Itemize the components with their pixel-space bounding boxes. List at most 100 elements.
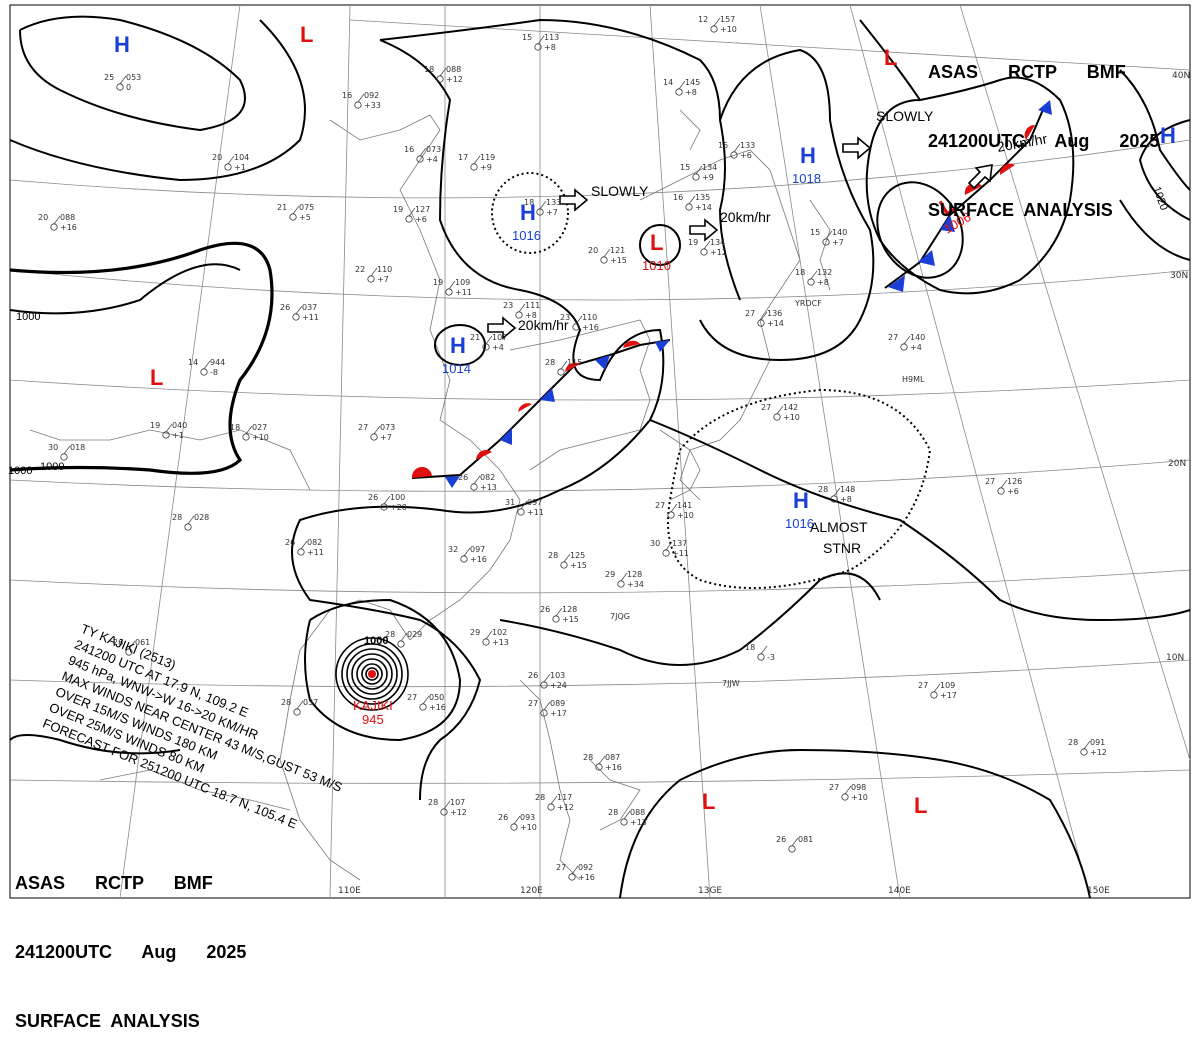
- station-pressure: 133: [546, 198, 561, 207]
- station-tendency: +34: [627, 580, 644, 589]
- station-temp: 15: [718, 141, 728, 150]
- station-ids: 7JQG 7JJW H9ML YRDCF: [610, 299, 925, 688]
- wind-barb-icon: [623, 810, 631, 820]
- wind-barb-icon: [443, 800, 451, 810]
- pressure-value: 1016: [512, 228, 541, 243]
- station-pressure: 110: [582, 313, 597, 322]
- station-temp: 27: [407, 693, 417, 702]
- station-plot: 14 145+8: [663, 78, 700, 97]
- wind-barb-icon: [903, 335, 911, 345]
- pressure-value: 1016: [785, 516, 814, 531]
- station-plot: 21 075+5: [277, 203, 314, 222]
- station-pressure: 109: [940, 681, 955, 690]
- station-pressure: 088: [630, 808, 645, 817]
- station-temp: 19: [433, 278, 443, 287]
- motion-label-h1016: SLOWLY: [591, 183, 649, 199]
- motion-arrow-l1010: [689, 218, 719, 242]
- station-pressure: 132: [817, 268, 832, 277]
- station-circle-icon: [667, 511, 675, 519]
- motion-arrow-h1016: [559, 188, 589, 212]
- station-pressure: 088: [60, 213, 75, 222]
- isobar-value-label: 1000: [40, 461, 64, 473]
- station-temp: 27: [829, 783, 839, 792]
- station-plot: 14 944-8: [188, 358, 225, 377]
- header-bottom-left: ASAS RCTP BMF 241200UTC Aug 2025 SURFACE…: [15, 826, 246, 1056]
- station-tendency: +7: [546, 208, 558, 217]
- latitude-label: 20N: [1168, 459, 1186, 469]
- station-circle-icon: [293, 708, 301, 716]
- high-pressure-center: H 1016: [512, 200, 541, 243]
- station-pressure: 097: [470, 545, 485, 554]
- station-temp: 27: [761, 403, 771, 412]
- station-plot: 27 073+7: [358, 423, 395, 442]
- station-pressure: 145: [685, 78, 700, 87]
- lat-30-line: [9, 269, 1191, 301]
- station-temp: 15: [810, 228, 820, 237]
- wind-barb-icon: [703, 240, 711, 250]
- station-pressure: 027: [252, 423, 267, 432]
- station-plot: 28 117+12: [535, 793, 574, 812]
- latitude-label: 30N: [1170, 271, 1188, 281]
- station-pressure: 148: [840, 485, 855, 494]
- wind-barb-icon: [357, 93, 365, 103]
- header-line2: 241200UTC Aug 2025: [15, 942, 247, 962]
- station-plot: 27 109+17: [918, 681, 957, 700]
- station-circle-icon: [445, 288, 453, 296]
- station-temp: 28: [172, 513, 182, 522]
- station-plot: 27 141+10: [655, 501, 694, 520]
- station-plot: 26 082+13: [458, 473, 497, 492]
- station-pressure: 133: [740, 141, 755, 150]
- station-circle-icon: [436, 75, 444, 83]
- station-circle-icon: [370, 433, 378, 441]
- station-tendency: +10: [252, 433, 269, 442]
- motion-label-stnr: STNR: [823, 540, 861, 556]
- station-pressure: 128: [562, 605, 577, 614]
- station-temp: 22: [355, 265, 365, 274]
- station-plot: 28 148+8: [818, 485, 855, 504]
- isobar-value-label: 1000: [8, 465, 32, 477]
- station-temp: 12: [698, 15, 708, 24]
- high-letter: H: [800, 143, 816, 168]
- wind-barb-icon: [128, 640, 136, 650]
- station-pressure: 091: [1090, 738, 1105, 747]
- station-plot: 18 027+10: [230, 423, 269, 442]
- wind-barb-icon: [119, 75, 127, 85]
- wind-barb-icon: [620, 572, 628, 582]
- wind-barb-icon: [760, 311, 768, 321]
- wind-barb-icon: [473, 475, 481, 485]
- wind-barb-icon: [203, 360, 211, 370]
- station-pressure: 102: [492, 628, 507, 637]
- station-pressure: 093: [520, 813, 535, 822]
- station-tendency: +15: [570, 561, 587, 570]
- station-temp: 28: [535, 793, 545, 802]
- high-letter: H: [520, 200, 536, 225]
- typhoon-labels: 1000 KAJIKI 945: [353, 635, 393, 727]
- station-circle-icon: [460, 555, 468, 563]
- station-tendency: +17: [940, 691, 957, 700]
- station-tendency: +10: [851, 793, 868, 802]
- station-pressure: 140: [832, 228, 847, 237]
- station-plot: 27 050+16: [407, 693, 446, 712]
- wind-barb-icon: [791, 837, 799, 847]
- station-tendency: +7: [380, 433, 392, 442]
- station-temp: 27: [918, 681, 928, 690]
- wind-barb-icon: [1083, 740, 1091, 750]
- station-tendency: +4: [492, 343, 504, 352]
- station-plot: 28 125+15: [548, 551, 587, 570]
- station-pressure: 136: [767, 309, 782, 318]
- station-pressure: 050: [429, 693, 444, 702]
- pressure-value: 1018: [792, 171, 821, 186]
- isobars: [9, 15, 1191, 899]
- high-letter: H: [793, 488, 809, 513]
- station-tendency: +10: [720, 25, 737, 34]
- motion-label-h1014: 20km/hr: [518, 317, 569, 333]
- station-plot: 19 134+12: [688, 238, 727, 257]
- station-plot: 18 -3: [745, 643, 775, 662]
- station-tendency: +5: [299, 213, 311, 222]
- header-line1: ASAS RCTP BMF: [928, 62, 1126, 82]
- station-pressure: 073: [380, 423, 395, 432]
- station-pressure: 098: [851, 783, 866, 792]
- station-temp: 26: [776, 835, 786, 844]
- station-temp: 18: [524, 198, 534, 207]
